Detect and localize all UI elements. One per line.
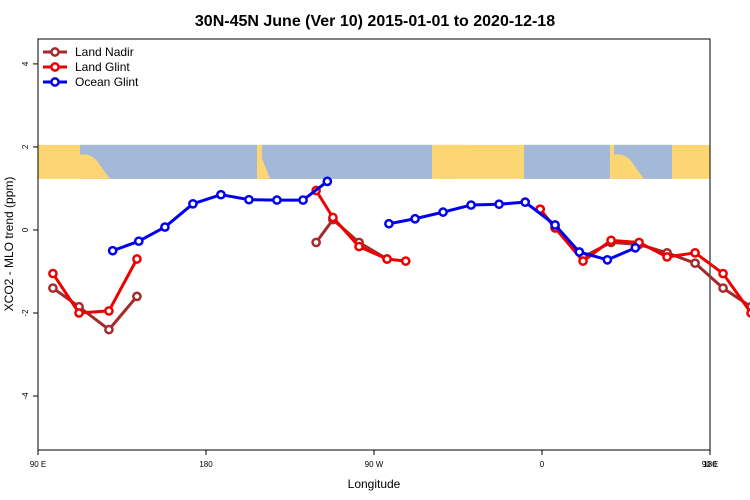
series-ocean-glint xyxy=(107,176,641,265)
data-point xyxy=(74,308,84,318)
data-point xyxy=(160,222,170,232)
legend-label: Land Nadir xyxy=(75,45,134,59)
series-layer xyxy=(48,176,750,335)
series-line-segment xyxy=(52,286,139,332)
data-point xyxy=(328,212,338,223)
world-map-band xyxy=(38,144,710,179)
legend-item: Ocean Glint xyxy=(43,75,139,89)
map-ocean-region xyxy=(300,144,432,179)
data-point xyxy=(244,194,254,205)
legend-marker xyxy=(50,62,60,72)
data-point xyxy=(410,213,420,224)
x-tick-label: 90 E xyxy=(702,460,718,469)
data-point xyxy=(606,235,616,246)
y-tick-label: 0 xyxy=(21,227,30,232)
data-point xyxy=(382,254,392,264)
series-land-glint xyxy=(48,185,750,318)
data-point xyxy=(574,247,585,257)
map-coast-asia-left xyxy=(78,154,110,179)
map-ocean-region xyxy=(262,144,300,179)
data-point xyxy=(107,245,118,256)
data-point xyxy=(48,283,58,293)
legend-item: Land Nadir xyxy=(43,45,134,59)
plot-area xyxy=(37,38,750,451)
x-tick-label: 0 xyxy=(540,460,545,469)
y-tick-label: -2 xyxy=(21,309,30,317)
data-point xyxy=(438,207,448,217)
data-point xyxy=(132,291,142,302)
map-coast-america xyxy=(257,144,270,179)
x-tick-label: 180 xyxy=(703,460,717,469)
data-point xyxy=(550,220,560,230)
map-ocean-region xyxy=(524,144,610,179)
x-tick-label: 90 E xyxy=(30,460,46,469)
data-point xyxy=(298,195,308,205)
y-axis-label: XCO2 - MLO trend (ppm) xyxy=(2,177,16,312)
data-point xyxy=(746,308,750,318)
data-point xyxy=(132,254,142,264)
data-point xyxy=(718,268,728,279)
legend-marker xyxy=(50,47,60,57)
data-point xyxy=(602,255,613,265)
data-point xyxy=(520,197,531,208)
data-point xyxy=(216,189,226,200)
map-coast-asia-right xyxy=(612,154,644,179)
data-point xyxy=(188,198,198,209)
data-point xyxy=(133,236,144,247)
data-point xyxy=(690,247,700,258)
data-point xyxy=(104,324,114,335)
data-point xyxy=(311,237,321,248)
y-axis: -4 -2 0 2 4 xyxy=(21,61,38,400)
map-coast-europe xyxy=(432,144,470,179)
legend-item: Land Glint xyxy=(43,60,130,74)
map-ocean-region xyxy=(80,144,257,179)
data-point xyxy=(690,258,700,269)
x-tick-label: 90 W xyxy=(365,460,384,469)
legend-marker xyxy=(50,77,60,87)
data-point xyxy=(494,199,504,210)
chart-title: 30N-45N June (Ver 10) 2015-01-01 to 2020… xyxy=(195,13,555,30)
data-point xyxy=(104,306,114,316)
y-tick-label: -4 xyxy=(21,392,30,400)
legend-label: Land Glint xyxy=(75,60,130,74)
data-point xyxy=(384,218,394,229)
series-line-segment xyxy=(51,258,139,315)
data-point xyxy=(466,200,476,210)
data-point xyxy=(272,195,282,205)
series-line-segment xyxy=(538,208,750,315)
y-tick-label: 2 xyxy=(21,144,30,149)
data-point xyxy=(322,176,333,187)
data-point xyxy=(662,252,672,262)
series-land-nadir xyxy=(48,204,750,335)
x-axis-label: Longitude xyxy=(348,477,401,491)
data-point xyxy=(400,256,411,266)
series-line-segment xyxy=(388,200,636,262)
legend-label: Ocean Glint xyxy=(75,75,139,89)
data-point xyxy=(578,256,588,266)
data-point xyxy=(718,283,728,293)
data-point xyxy=(48,268,58,279)
data-point xyxy=(630,242,641,253)
x-tick-label: 180 xyxy=(199,460,213,469)
data-point xyxy=(354,241,364,252)
y-tick-label: 4 xyxy=(21,61,30,66)
